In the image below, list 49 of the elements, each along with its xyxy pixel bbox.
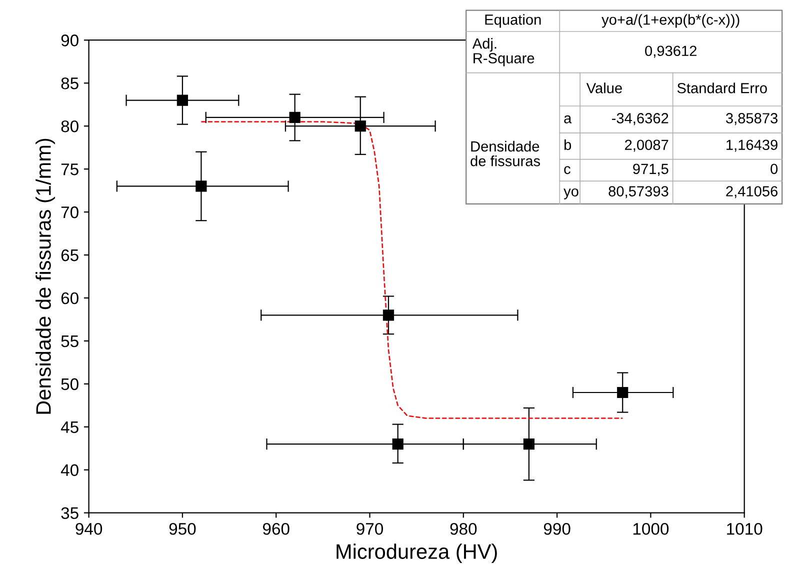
x-tick-label: 1000	[633, 522, 669, 535]
x-axis-title: Microdureza (HV)	[336, 544, 497, 564]
x-tick-label: 980	[450, 522, 477, 535]
y-tick-label: 85	[61, 77, 78, 90]
y-tick-label: 40	[60, 464, 78, 476]
annotation: 3,85873	[726, 113, 778, 126]
annotation: 2,41056	[726, 186, 778, 198]
y-tick-label: 50	[61, 378, 78, 390]
annotation: b	[564, 139, 572, 150]
text: 0	[770, 164, 778, 174]
point	[176, 94, 188, 106]
x-tick-label: 1010	[727, 522, 762, 535]
y-tick-label: 60	[61, 292, 78, 304]
y-tick-label: 55	[61, 336, 78, 348]
point	[382, 310, 394, 321]
x-tick-label: 970	[356, 522, 384, 535]
y-tick-label: 75	[61, 164, 78, 176]
point	[354, 120, 366, 132]
annotation: yo	[564, 188, 578, 200]
y-axis-title: Densidade de fissuras (1/mm)	[36, 138, 55, 414]
x-tick-label: 950	[169, 522, 196, 535]
annotation: Densidade de fissuras	[470, 140, 540, 166]
annotation: a	[564, 115, 572, 124]
annotation: Standard Erro	[677, 82, 767, 94]
x-tick-label: 990	[544, 522, 570, 535]
point	[392, 438, 404, 450]
point	[196, 180, 207, 192]
annotation: 0,93612	[645, 46, 696, 58]
y-tick-label: 45	[60, 421, 78, 434]
annotation: 1,16439	[726, 140, 778, 152]
text: Equation	[485, 14, 541, 28]
y-tick-label: 70	[61, 206, 78, 218]
annotation: 971,5	[633, 164, 668, 176]
point	[523, 438, 535, 450]
annotation: -34,6362	[612, 113, 668, 126]
annotation: 2,0087	[625, 140, 668, 152]
annotation: 80,57393	[608, 186, 668, 198]
point	[289, 112, 300, 124]
y-tick-label: 35	[61, 507, 78, 520]
annotation: Value	[586, 82, 622, 94]
x-tick-label: 940	[76, 522, 102, 535]
text: yo+a/(1+exp(b*(c-x)))	[602, 14, 740, 28]
y-tick-label: 80	[61, 120, 78, 132]
annotation: c	[564, 166, 570, 174]
x-tick-label: 960	[262, 522, 290, 535]
y-tick-label: 65	[61, 249, 78, 262]
y-tick-label: 90	[61, 34, 78, 46]
annotation: Adj. R-Square	[472, 38, 534, 66]
point	[617, 386, 628, 398]
